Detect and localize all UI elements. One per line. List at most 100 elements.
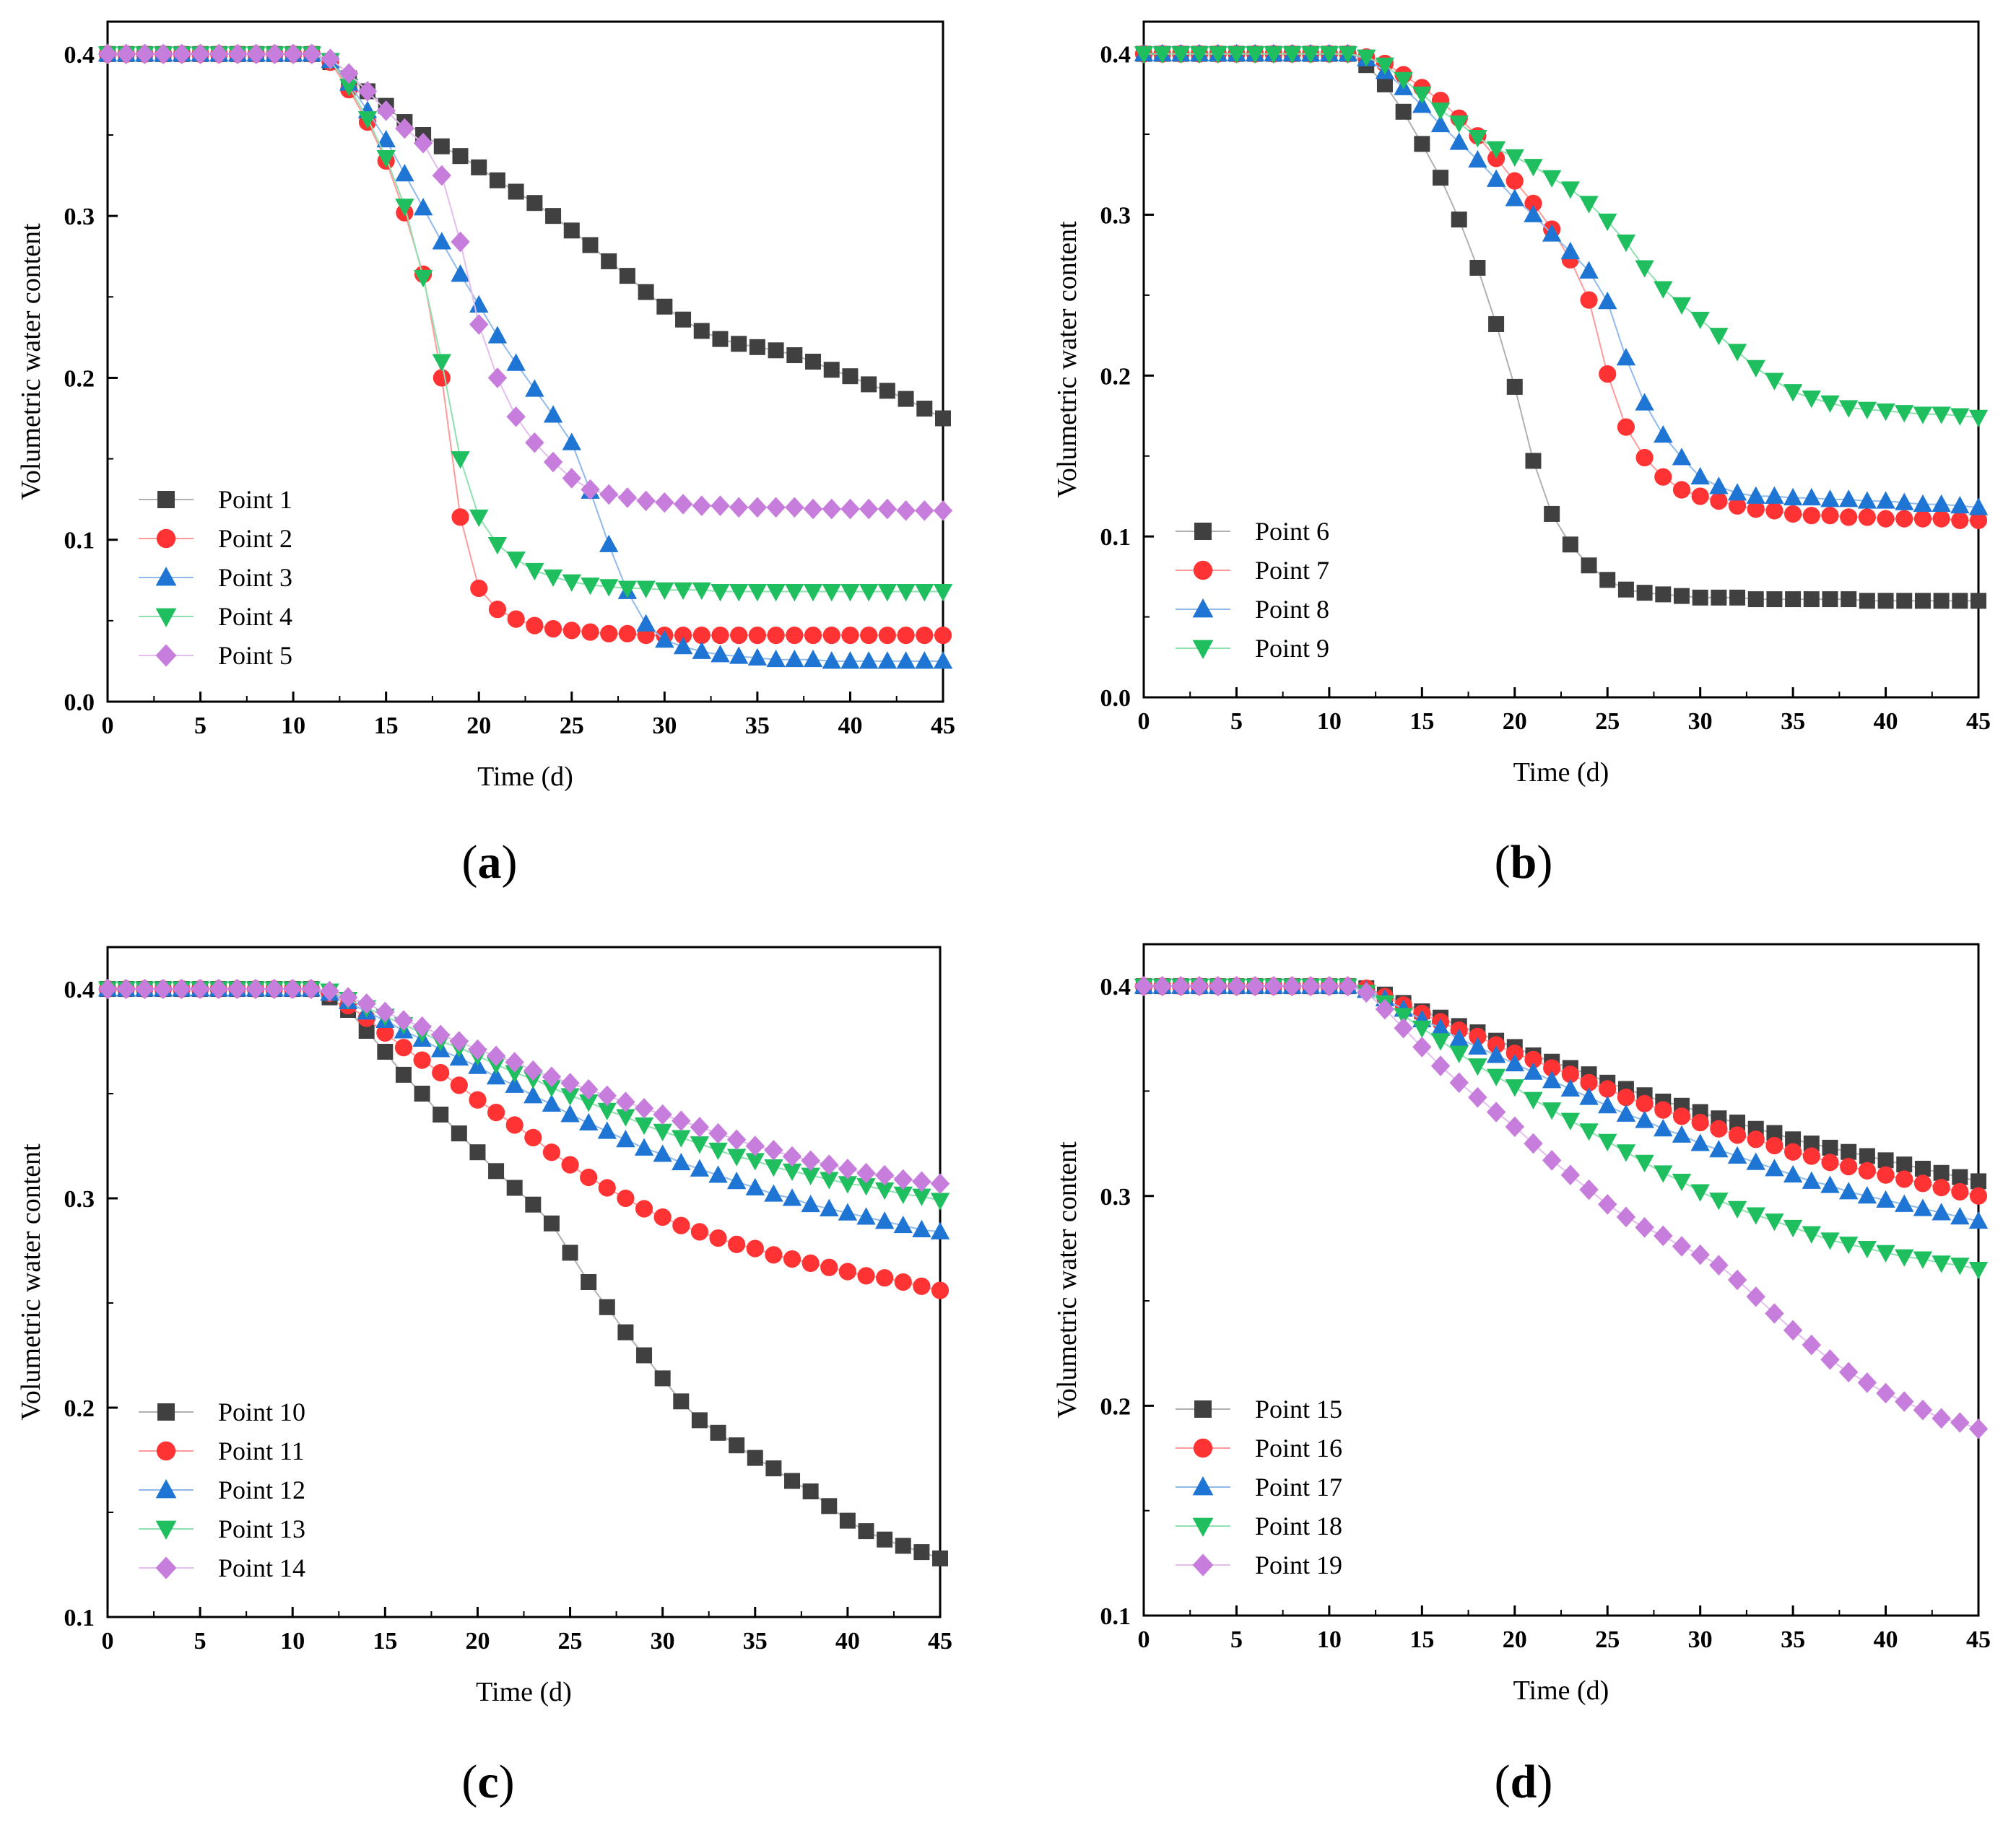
series-line (1144, 985, 1979, 1222)
data-point (729, 584, 749, 602)
data-point (451, 508, 469, 526)
data-point (690, 1223, 709, 1241)
data-point (1932, 1179, 1950, 1197)
x-axis-title: Time (d) (477, 762, 573, 792)
data-point (469, 1091, 487, 1109)
data-point (1913, 1399, 1933, 1421)
data-point (654, 1370, 671, 1387)
data-point (691, 1412, 708, 1429)
data-point (655, 582, 674, 600)
data-point (764, 1184, 783, 1202)
data-point (1636, 585, 1653, 601)
data-point (172, 43, 192, 65)
data-point (1654, 468, 1672, 486)
legend-marker (156, 528, 176, 549)
data-point (1729, 1115, 1746, 1131)
data-point (1820, 1349, 1840, 1370)
x-tick-label: 10 (280, 1628, 305, 1655)
data-point (618, 624, 637, 642)
data-point (731, 336, 747, 352)
data-point (1783, 1219, 1803, 1238)
data-point (1505, 172, 1524, 190)
data-point (690, 1136, 710, 1154)
data-point (1560, 1112, 1581, 1130)
series-line (1144, 985, 1979, 1430)
data-point (1672, 1173, 1692, 1192)
data-point (930, 1193, 950, 1211)
data-point (1765, 502, 1783, 520)
data-point (1598, 292, 1617, 310)
data-point (916, 626, 934, 645)
data-point (1820, 489, 1840, 507)
data-point (1635, 1217, 1654, 1238)
data-point (1599, 572, 1616, 588)
data-point (357, 111, 378, 129)
y-tick-label: 0.4 (1100, 42, 1131, 69)
data-point (821, 1498, 838, 1514)
data-point (804, 626, 822, 645)
data-point (1950, 496, 1970, 514)
data-point (856, 1162, 876, 1184)
data-point (856, 1178, 876, 1196)
data-point (581, 479, 600, 500)
data-point (505, 1116, 523, 1134)
data-point (1802, 1226, 1821, 1244)
data-point (1950, 1207, 1970, 1225)
data-point (1933, 593, 1950, 609)
data-point (1542, 1102, 1562, 1120)
data-point (860, 626, 878, 645)
series-line (1144, 985, 1979, 1270)
data-point (785, 584, 804, 602)
data-point (838, 1263, 856, 1281)
data-point (543, 451, 563, 473)
data-point (1746, 486, 1765, 504)
data-point (1654, 1165, 1673, 1183)
legend-marker (155, 1556, 177, 1579)
y-tick-label: 0.0 (64, 689, 95, 716)
data-point (1727, 1200, 1747, 1219)
data-point (1579, 196, 1599, 214)
legend-label: Point 8 (1255, 595, 1329, 624)
data-point (432, 165, 451, 186)
data-point (820, 1172, 839, 1190)
data-point (1524, 1091, 1543, 1110)
series-point-12 (97, 979, 950, 1239)
data-point (506, 552, 526, 570)
y-tick-label: 0.4 (64, 42, 95, 69)
data-point (1449, 1072, 1469, 1094)
data-point (842, 368, 859, 385)
data-point (765, 1460, 782, 1477)
data-point (1802, 1147, 1820, 1165)
data-point (1820, 395, 1840, 413)
data-point (1525, 453, 1542, 469)
data-point (711, 626, 729, 645)
data-point (449, 1031, 469, 1052)
x-tick-label: 40 (835, 1628, 860, 1655)
data-point (1227, 46, 1246, 64)
panel-b: 0 5 10 15 20 25 30 35 40 45 0.0 0.1 0.2 0.3 0.4 Time (d… (1052, 20, 1991, 889)
x-tick-label: 15 (1409, 708, 1434, 735)
legend-label: Point 17 (1255, 1473, 1342, 1502)
data-point (1579, 1087, 1599, 1105)
data-point (690, 1159, 710, 1177)
data-point (653, 1144, 672, 1162)
data-point (916, 401, 933, 417)
data-point (617, 1189, 635, 1208)
data-point (542, 1143, 561, 1161)
data-point (1319, 975, 1339, 997)
data-point (525, 432, 544, 453)
series-point-16 (1134, 977, 1988, 1205)
data-point (1838, 1237, 1859, 1255)
data-point (1616, 1206, 1636, 1228)
x-tick-label: 5 (194, 1628, 207, 1655)
data-point (1506, 378, 1523, 395)
data-point (1672, 297, 1692, 315)
data-point (1895, 510, 1913, 528)
data-point (394, 1010, 414, 1031)
data-point (1766, 1125, 1783, 1141)
data-point (578, 1112, 599, 1131)
data-point (377, 1044, 394, 1060)
data-point (1932, 510, 1950, 528)
data-point (874, 1164, 895, 1186)
data-point (1654, 1101, 1672, 1119)
